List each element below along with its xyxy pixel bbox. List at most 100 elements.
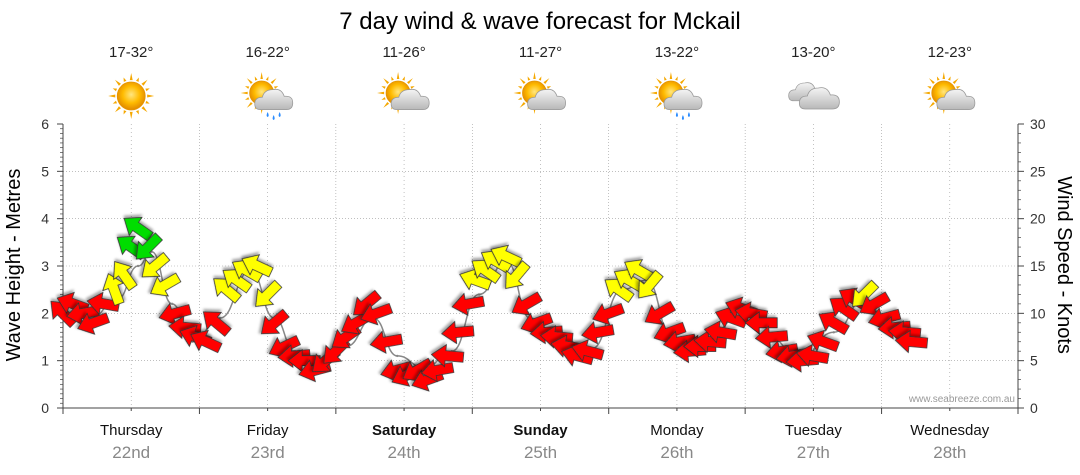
wind-arrow xyxy=(213,278,242,304)
cloud-shape xyxy=(254,88,294,110)
sun-ray xyxy=(396,72,400,80)
y-tick-label-right: 30 xyxy=(1030,116,1046,132)
weather-icon-sun-cloud xyxy=(377,72,430,114)
cloud-outline xyxy=(798,87,840,110)
wave-point xyxy=(832,331,836,334)
sun-ray xyxy=(513,91,521,95)
wind-arrow xyxy=(818,311,850,336)
y-tick-label-left: 2 xyxy=(41,305,49,321)
cloud-shape xyxy=(527,88,566,110)
sun-ray xyxy=(145,100,150,104)
sun-ray xyxy=(922,91,930,95)
sun-ray xyxy=(543,78,550,85)
day-temp-range: 12-23° xyxy=(928,44,972,61)
wind-arrow xyxy=(451,292,485,316)
rain-drop xyxy=(687,112,690,117)
wind-arrow xyxy=(241,254,274,278)
wind-arrow xyxy=(490,244,523,268)
day-temp-range: 16-22° xyxy=(245,44,289,61)
sun-ray xyxy=(527,76,531,81)
sun-ray xyxy=(254,76,258,81)
day-temp-range: 17-32° xyxy=(109,44,153,61)
sun-ray xyxy=(538,76,542,81)
sun-ray xyxy=(145,88,150,92)
wind-arrow xyxy=(158,302,192,326)
rain-drop xyxy=(681,115,684,120)
wind-arrow xyxy=(511,291,543,316)
cloud-shape xyxy=(936,88,976,110)
sun-ray xyxy=(135,77,139,82)
y-tick-label-right: 10 xyxy=(1030,305,1046,321)
rain-drop xyxy=(675,112,678,117)
weather-row: 17-32° 16-22° 11-26° 11-27° 13-22° 13-20° 12-2… xyxy=(108,44,976,120)
sun-ray xyxy=(147,94,155,98)
y-tick-label-right: 5 xyxy=(1030,353,1038,369)
sun-ray xyxy=(519,101,526,108)
wave-point xyxy=(477,293,481,296)
sun-ray xyxy=(391,76,394,81)
wind-arrow xyxy=(420,358,455,383)
sun-ray xyxy=(245,97,250,100)
sun-ray xyxy=(927,86,932,89)
y-tick-label-right: 15 xyxy=(1030,258,1046,274)
y-tick-label-left: 1 xyxy=(41,353,49,369)
wind-arrow xyxy=(744,310,778,335)
wind-arrow xyxy=(360,302,394,326)
wind-arrow xyxy=(441,320,475,345)
sun-ray xyxy=(402,76,405,81)
wind-arrow xyxy=(754,325,789,350)
sun-ray xyxy=(114,106,121,113)
sun-ray xyxy=(669,72,673,80)
sun-ray xyxy=(654,86,659,89)
y-tick-label-right: 0 xyxy=(1030,400,1038,416)
sun-ray xyxy=(683,86,688,89)
y-tick-label-left: 6 xyxy=(41,116,49,132)
sun-ray xyxy=(649,91,657,95)
wind-series xyxy=(50,216,929,392)
cloud-shape xyxy=(663,88,703,110)
y-tick-label-left: 5 xyxy=(41,163,49,179)
sun-ray xyxy=(407,78,413,85)
day-date: 27th xyxy=(797,443,830,462)
y-axis-left-label: Wave Height - Metres xyxy=(3,169,25,362)
wind-arrow xyxy=(703,320,738,344)
sun-ray xyxy=(546,86,552,89)
sun-ray xyxy=(265,76,269,81)
wind-arrow xyxy=(638,269,664,299)
sun-ray xyxy=(942,72,946,80)
day-labels: Thursday 22nd Friday 23rd Saturday 24th Sunday… xyxy=(100,422,990,462)
sun-ray xyxy=(123,110,127,115)
sun-ray xyxy=(141,106,148,113)
sun-ray xyxy=(377,91,385,95)
credit-watermark: www.seabreeze.com.au xyxy=(908,394,1015,405)
sun-ray xyxy=(129,73,133,81)
y-tick-label-left: 0 xyxy=(41,400,49,416)
wind-arrow xyxy=(123,216,154,242)
wind-arrow xyxy=(581,321,615,345)
day-date: 28th xyxy=(933,443,966,462)
y-tick-label-left: 3 xyxy=(41,258,49,274)
sun-ray xyxy=(517,97,523,100)
cloud-outline xyxy=(527,88,566,110)
cloud-outline xyxy=(254,88,294,110)
wave-point xyxy=(170,302,174,306)
day-name: Wednesday xyxy=(910,422,989,439)
wind-arrow xyxy=(150,272,182,297)
sun-ray xyxy=(141,79,148,86)
sun-ray xyxy=(129,111,133,119)
y-axis-right-label: Wind Speed - Knots xyxy=(1053,176,1075,354)
wind-arrow xyxy=(222,269,253,294)
wind-arrow xyxy=(459,268,493,291)
wind-arrow xyxy=(829,297,860,322)
weather-icon-sunny xyxy=(108,73,155,119)
sun-ray xyxy=(679,78,686,85)
wind-arrow xyxy=(795,343,830,368)
rain-drop xyxy=(266,112,269,117)
wind-arrow xyxy=(369,330,404,354)
wind-arrow xyxy=(190,329,223,354)
sun-ray xyxy=(664,76,667,81)
wave-point xyxy=(396,354,399,358)
wind-arrow xyxy=(571,339,605,362)
sun-ray xyxy=(260,72,263,80)
